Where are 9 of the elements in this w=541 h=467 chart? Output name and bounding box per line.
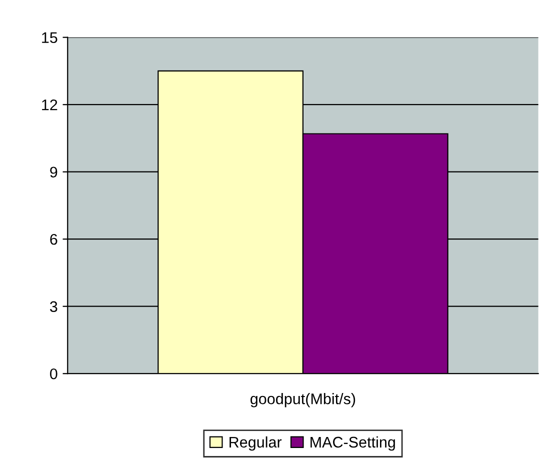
legend-label: MAC-Setting xyxy=(310,436,395,451)
y-tick-label: 9 xyxy=(50,166,58,178)
y-tick-label: 0 xyxy=(50,368,58,380)
x-tick-label: goodput(Mbit/s) xyxy=(250,393,356,408)
y-tick-label: 12 xyxy=(42,99,58,110)
legend-label: Regular xyxy=(230,436,282,451)
y-tick-label: 3 xyxy=(50,301,58,312)
y-tick-label: 6 xyxy=(50,234,58,245)
y-tick-label: 15 xyxy=(42,32,58,44)
